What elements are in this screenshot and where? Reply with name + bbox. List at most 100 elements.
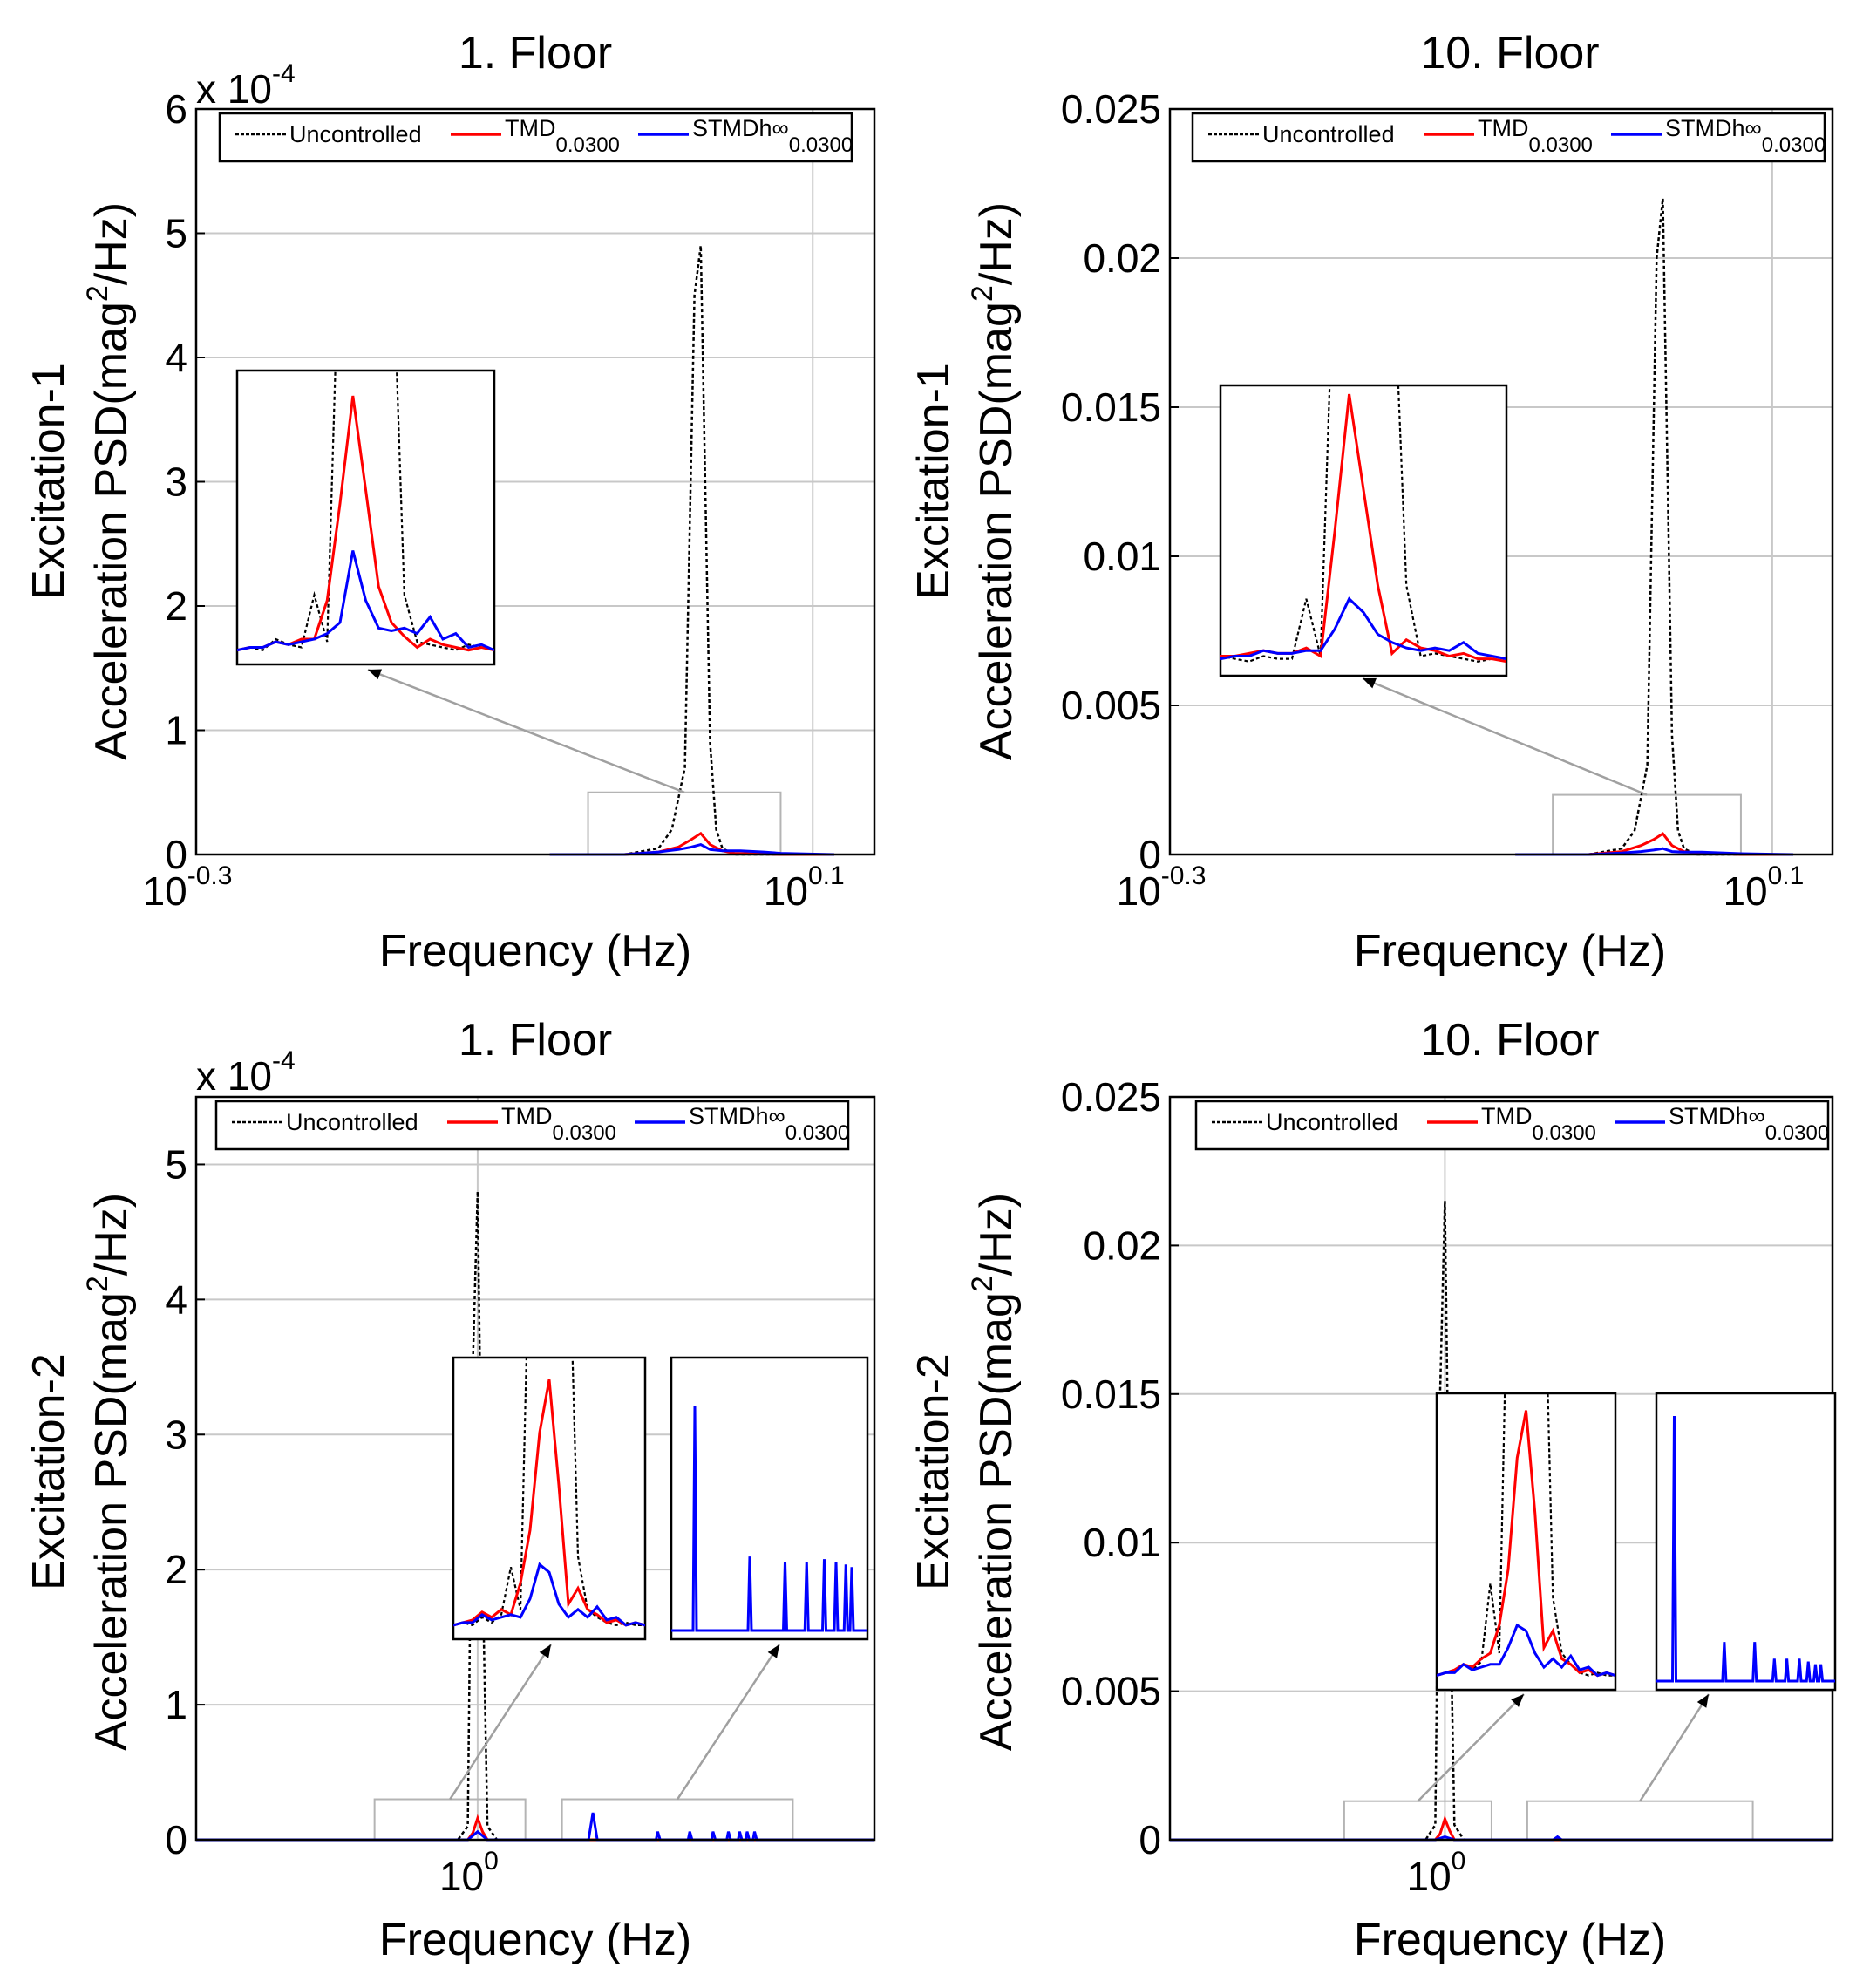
legend: Uncontrolled TMD0.0300 STMDh∞0.0300 [1194, 1100, 1830, 1151]
y-tick-label: 0.025 [1061, 86, 1161, 132]
y-tick-label: 0.01 [1083, 534, 1161, 579]
inset-zoom [1219, 384, 1508, 677]
y-multiplier-label: x 10-4 [196, 59, 296, 112]
zoom-arrow [367, 668, 685, 793]
inset-zoom [1655, 1392, 1837, 1692]
legend-label: TMD0.0300 [501, 1103, 616, 1145]
series-line [549, 245, 834, 856]
y-tick-label: 0.02 [1083, 1222, 1161, 1268]
zoom-box [1343, 1800, 1492, 1842]
series-line [1515, 198, 1793, 856]
y-tick-label: 0 [1139, 1817, 1161, 1862]
chart-panel-1: 0 1 2 3 4 5 6 10-0.3 100.1 x 10-4 1. Floor Frequenc… [24, 28, 876, 977]
zoom-box [1552, 793, 1742, 855]
y-tick-label: 5 [165, 1141, 187, 1187]
y-tick-label: 0 [165, 1817, 187, 1862]
zoom-box [587, 791, 782, 855]
x-axis-label: Frequency (Hz) [1354, 926, 1666, 977]
inset-zoom [235, 369, 496, 666]
x-tick-label: 100.1 [1723, 861, 1804, 914]
inset-series-line [1220, 596, 1506, 661]
y-tick-label: 0.02 [1083, 235, 1161, 281]
legend: Uncontrolled TMD0.0300 STMDh∞0.0300 [218, 112, 853, 163]
x-tick-label: 100.1 [764, 861, 845, 914]
x-tick-label: 100 [1406, 1847, 1465, 1899]
legend-label: Uncontrolled [1262, 121, 1395, 147]
inset-series-line [671, 1406, 867, 1632]
row-label: Excitation-2 [908, 1353, 959, 1590]
y-multiplier-label: x 10-4 [196, 1046, 296, 1099]
y-tick-label: 4 [165, 335, 187, 380]
legend-label: TMD0.0300 [1481, 1103, 1596, 1145]
row-label: Excitation-2 [24, 1353, 74, 1590]
zoom-arrow-head [368, 669, 382, 680]
inset-frame [235, 369, 496, 666]
legend-label: Uncontrolled [1266, 1109, 1398, 1135]
y-tick-label: 0.015 [1061, 385, 1161, 430]
inset-series-line [1656, 1415, 1835, 1683]
legend-label: Uncontrolled [289, 121, 422, 147]
series-line [1515, 832, 1793, 856]
legend-box [1191, 112, 1826, 163]
inset-series-line [237, 371, 494, 651]
legend-label: STMDh∞0.0300 [692, 115, 853, 157]
legend-label: STMDh∞0.0300 [689, 1103, 849, 1145]
row-label: Excitation-1 [24, 363, 74, 600]
legend-label: STMDh∞0.0300 [1669, 1103, 1829, 1145]
y-tick-label: 0 [165, 832, 187, 877]
y-tick-label: 0 [1139, 832, 1161, 877]
zoom-arrow-head [1696, 1694, 1709, 1708]
y-tick-label: 3 [165, 460, 187, 505]
x-axis-label: Frequency (Hz) [1354, 1915, 1666, 1965]
legend-box [1194, 1100, 1830, 1151]
series-line [1515, 847, 1794, 856]
inset-series-line [237, 550, 494, 652]
inset-series-line [453, 1562, 645, 1627]
series-line [549, 831, 834, 856]
y-axis-label: Acceleration PSD(mag2/Hz) [966, 202, 1022, 760]
x-axis-label: Frequency (Hz) [379, 926, 691, 977]
inset-frame [452, 1356, 647, 1641]
y-tick-label: 0.025 [1061, 1074, 1161, 1120]
zoom-arrow-head [539, 1644, 551, 1658]
zoom-arrow [1417, 1693, 1525, 1802]
y-tick-label: 4 [165, 1277, 187, 1322]
y-tick-label: 0.005 [1061, 1669, 1161, 1714]
y-tick-label: 0.01 [1083, 1520, 1161, 1565]
zoom-arrow [449, 1644, 553, 1801]
y-tick-label: 1 [165, 1682, 187, 1727]
series-line [1170, 1814, 1832, 1842]
y-tick-label: 2 [165, 1547, 187, 1592]
y-tick-label: 0.005 [1061, 683, 1161, 728]
chart-panel-2: 0 0.005 0.01 0.015 0.02 0.025 10-0.3 100.1 10. F… [908, 28, 1834, 977]
legend-box [218, 112, 853, 163]
series-line [196, 1191, 874, 1842]
legend-label: TMD0.0300 [1478, 115, 1593, 157]
zoom-arrow [1362, 677, 1648, 796]
y-axis-label: Acceleration PSD(mag2/Hz) [81, 1193, 137, 1751]
chart-panel-3: 0 1 2 3 4 5 100 x 10-4 1. Floor Frequency (Hz) Exc… [24, 1015, 876, 1965]
legend: Uncontrolled TMD0.0300 STMDh∞0.0300 [1191, 112, 1826, 163]
zoom-arrow [1639, 1693, 1710, 1802]
y-axis-label: Acceleration PSD(mag2/Hz) [81, 202, 137, 760]
x-tick-label: 10-0.3 [143, 861, 233, 914]
x-axis-label: Frequency (Hz) [379, 1915, 691, 1965]
plot-frame [194, 1095, 876, 1842]
chart-title: 1. Floor [459, 28, 612, 78]
series-line [549, 842, 834, 856]
chart-panel-4: 0 0.005 0.01 0.015 0.02 0.025 100 10. Floor Freq… [908, 1015, 1837, 1965]
inset-frame [1655, 1392, 1837, 1692]
y-tick-label: 2 [165, 583, 187, 629]
y-tick-label: 6 [165, 86, 187, 132]
inset-series-line [1437, 1623, 1615, 1678]
y-tick-label: 5 [165, 211, 187, 256]
inset-frame [1435, 1392, 1617, 1692]
legend-label: Uncontrolled [286, 1109, 418, 1135]
inset-series-line [1220, 385, 1506, 663]
y-tick-label: 1 [165, 708, 187, 753]
inset-series-line [453, 1379, 645, 1627]
series-line [196, 1812, 874, 1842]
inset-zoom [1435, 1392, 1617, 1692]
y-tick-label: 3 [165, 1412, 187, 1457]
